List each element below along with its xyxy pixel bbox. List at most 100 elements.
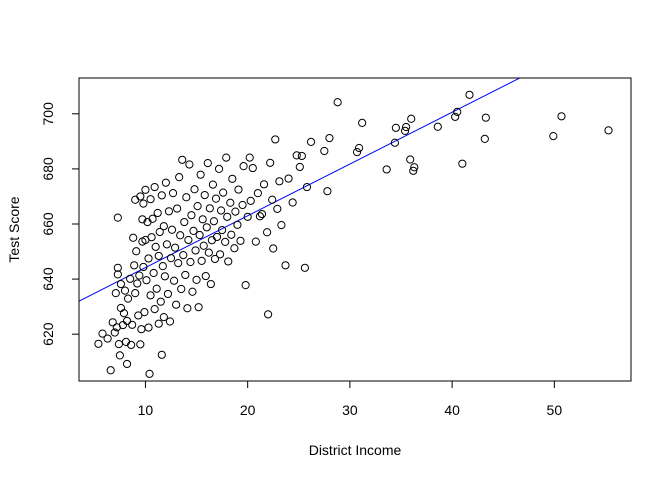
- data-point: [182, 193, 191, 202]
- data-point: [133, 279, 142, 288]
- data-point: [137, 325, 146, 334]
- data-point: [185, 160, 194, 169]
- data-point: [231, 207, 240, 216]
- data-point: [390, 138, 399, 147]
- data-point: [196, 170, 205, 179]
- data-point: [241, 281, 250, 290]
- data-point: [178, 155, 187, 164]
- data-point: [209, 217, 219, 226]
- data-point: [146, 291, 155, 300]
- data-point: [149, 268, 158, 278]
- data-point: [211, 194, 221, 203]
- data-point: [98, 329, 107, 338]
- data-point: [139, 199, 148, 208]
- data-point: [221, 237, 230, 246]
- data-point: [206, 279, 215, 289]
- data-point: [186, 257, 195, 267]
- data-point: [134, 311, 143, 320]
- y-axis-label: Test Score: [6, 196, 22, 262]
- data-point: [269, 244, 278, 253]
- data-point: [150, 305, 159, 314]
- data-point: [215, 250, 225, 259]
- data-point: [259, 180, 269, 189]
- x-tick-label: 20: [240, 402, 256, 418]
- data-point: [410, 163, 419, 172]
- data-point: [163, 289, 173, 299]
- data-point: [123, 294, 133, 303]
- data-point: [148, 214, 157, 223]
- data-point: [273, 204, 282, 213]
- data-point: [187, 211, 196, 220]
- data-point: [154, 319, 163, 328]
- data-point: [433, 122, 442, 131]
- data-point: [94, 339, 103, 348]
- data-point: [271, 135, 280, 144]
- data-point: [325, 133, 334, 143]
- data-point: [118, 320, 128, 330]
- data-point: [177, 284, 186, 294]
- data-point: [214, 164, 224, 173]
- data-point: [458, 159, 467, 168]
- data-point: [227, 230, 236, 239]
- data-point: [236, 236, 245, 245]
- data-point: [181, 270, 190, 280]
- data-point: [106, 366, 115, 375]
- data-point: [281, 261, 290, 270]
- data-point: [257, 209, 267, 219]
- data-point: [302, 182, 312, 192]
- data-point: [110, 328, 119, 337]
- data-point: [239, 162, 248, 171]
- data-point: [193, 201, 202, 211]
- data-point: [198, 215, 207, 224]
- y-axis: 620 640 660 680 700: [40, 102, 80, 346]
- data-point: [114, 339, 123, 349]
- data-point: [230, 244, 239, 253]
- data-point: [164, 207, 174, 216]
- data-point: [146, 195, 155, 204]
- data-point: [382, 165, 391, 174]
- y-tick-label: 700: [40, 102, 56, 126]
- data-point: [248, 163, 257, 173]
- data-point: [407, 114, 416, 123]
- data-point: [219, 188, 228, 197]
- data-point: [168, 189, 178, 198]
- data-point: [358, 118, 367, 128]
- data-point: [127, 340, 136, 350]
- data-point: [153, 208, 162, 218]
- data-point: [243, 212, 252, 221]
- data-point: [323, 187, 332, 196]
- data-point: [266, 158, 275, 167]
- data-point: [207, 236, 216, 245]
- data-point: [201, 271, 210, 281]
- data-point: [465, 90, 474, 99]
- data-point: [156, 297, 165, 306]
- data-point: [184, 235, 193, 245]
- data-point: [216, 206, 226, 215]
- data-point: [165, 317, 175, 326]
- data-point: [115, 351, 124, 360]
- data-point: [160, 272, 169, 281]
- data-point: [103, 334, 112, 343]
- data-point: [138, 215, 147, 224]
- data-point: [183, 304, 192, 313]
- data-point: [277, 220, 286, 230]
- data-point: [222, 153, 231, 162]
- y-tick-label: 660: [40, 212, 56, 236]
- data-point: [406, 155, 415, 164]
- data-point: [174, 259, 183, 268]
- data-point: [144, 323, 153, 332]
- data-point: [161, 178, 170, 187]
- y-tick-label: 620: [40, 322, 56, 346]
- data-point: [295, 162, 304, 172]
- data-point: [208, 180, 218, 189]
- data-point: [481, 113, 490, 122]
- data-point: [190, 185, 199, 194]
- data-point: [253, 189, 262, 198]
- data-point: [132, 247, 141, 256]
- data-point: [108, 318, 117, 327]
- trend-line-layer: [79, 78, 521, 302]
- data-point: [129, 233, 138, 242]
- data-point: [179, 251, 188, 260]
- data-point: [251, 237, 260, 246]
